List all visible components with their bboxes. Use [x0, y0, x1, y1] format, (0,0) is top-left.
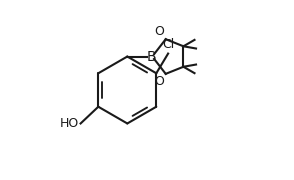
Text: Cl: Cl	[162, 38, 174, 51]
Text: HO: HO	[60, 117, 79, 130]
Text: O: O	[154, 75, 164, 88]
Text: B: B	[146, 50, 156, 64]
Text: O: O	[154, 25, 164, 38]
